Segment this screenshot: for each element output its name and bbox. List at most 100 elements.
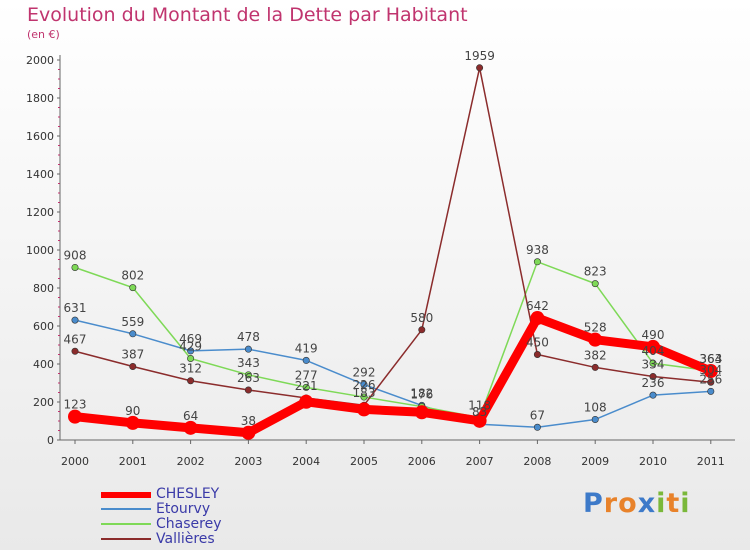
x-tick-label: 2000 [61,455,89,468]
data-label: 908 [64,248,87,262]
data-label: 236 [642,376,665,390]
data-point [360,393,368,401]
data-point [418,326,426,334]
data-point [707,387,715,395]
chart-axes: 0 200 400 600 800 1000 1200 1400 1600 1800 2000 200… [26,54,735,468]
data-point [187,377,195,385]
data-label: 364 [699,352,722,366]
data-point [649,359,657,367]
data-point [530,311,545,326]
data-point [71,316,79,324]
data-point [533,423,541,431]
data-point [476,64,484,72]
data-point [302,356,310,364]
data-point [129,362,137,370]
chart-data-points [68,64,718,440]
y-tick-label: 0 [47,434,54,447]
x-tick-label: 2006 [408,455,436,468]
data-label: 802 [121,269,144,283]
data-label: 182 [410,386,433,400]
data-label: 631 [64,301,87,315]
y-tick-label: 200 [33,396,54,409]
data-point [244,371,252,379]
data-point [129,330,137,338]
data-label: 256 [699,372,722,386]
data-label: 387 [121,347,144,361]
data-label: 528 [584,321,607,335]
chart-series-lines [70,67,716,438]
y-tick-label: 800 [33,282,54,295]
data-label: 382 [584,348,607,362]
data-point [533,350,541,358]
y-tick-label: 2000 [26,54,54,67]
data-point [71,263,79,271]
data-point [302,383,310,391]
data-label: 478 [237,330,260,344]
series-line-etourvy [74,319,712,429]
proxiti-logo: Proxiti [583,488,691,519]
data-label: 176 [410,388,433,402]
data-label: 580 [410,311,433,325]
data-label: 334 [642,358,665,372]
y-tick-label: 1200 [26,206,54,219]
x-tick-label: 2005 [350,455,378,468]
data-label: 292 [353,366,376,380]
series-line-chesley [70,313,716,438]
data-label: 123 [64,398,87,412]
x-tick-label: 2008 [523,455,551,468]
data-label: 938 [526,243,549,257]
data-label: 469 [179,332,202,346]
data-label: 404 [642,344,665,358]
data-label: 490 [642,328,665,342]
data-label: 83 [472,405,487,419]
data-point [68,409,82,424]
data-point [183,420,198,435]
data-point [125,415,140,430]
legend-swatch-chesley [101,492,151,498]
legend-label-chesley: CHESLEY [156,486,220,502]
data-label: 263 [237,371,260,385]
data-label: 343 [237,356,260,370]
data-label: 823 [584,265,607,279]
y-tick-label: 600 [33,320,54,333]
data-label: 304 [699,363,722,377]
data-label: 90 [125,404,140,418]
chart-subtitle: (en €) [27,28,60,41]
data-label: 467 [64,332,87,346]
data-point [241,425,256,440]
data-label: 183 [353,386,376,400]
data-label: 118 [468,399,491,413]
legend-label-etourvy: Etourvy [156,501,211,517]
data-point [357,402,371,417]
data-point [414,405,429,420]
data-label: 108 [584,400,607,414]
legend-label-vallieres: Vallières [156,531,215,547]
logo-letter: x [637,488,657,519]
x-tick-label: 2010 [639,455,667,468]
data-point [591,415,599,423]
legend-swatch-vallieres [101,538,151,540]
data-label: 312 [179,362,202,376]
logo-letter: o [618,488,638,519]
data-label: 38 [241,414,256,428]
legend-label-chaserey: Chaserey [156,516,222,532]
data-label: 429 [179,339,202,353]
data-label: 450 [526,336,549,350]
x-tick-label: 2003 [234,455,262,468]
series-line-chaserey [74,261,712,419]
data-point [299,394,314,409]
logo-letter: P [583,488,604,519]
data-label: 642 [526,299,549,313]
data-label: 221 [295,379,318,393]
x-tick-label: 2001 [119,455,147,468]
logo-letter: t [666,488,681,519]
data-label: 67 [530,408,545,422]
data-point [71,347,79,355]
data-point [591,280,599,288]
x-tick-label: 2007 [466,455,494,468]
y-tick-label: 400 [33,358,54,371]
data-label: 277 [295,368,318,382]
y-tick-label: 1000 [26,244,54,257]
data-label: 1959 [464,49,495,63]
